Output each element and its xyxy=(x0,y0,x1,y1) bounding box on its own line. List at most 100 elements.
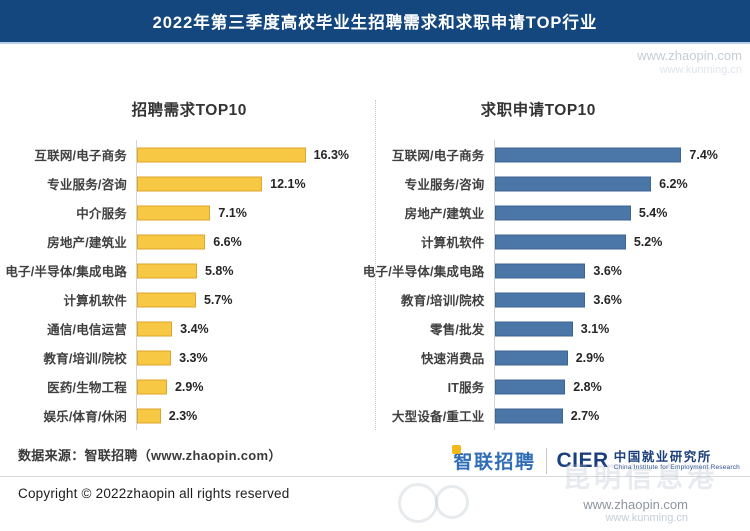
bar-value-label: 5.8% xyxy=(204,263,234,278)
chart-title-left: 招聘需求TOP10 xyxy=(131,102,247,119)
bar-value-label: 3.6% xyxy=(593,263,622,278)
bar-track: 5.8% xyxy=(136,256,318,285)
chart-divider xyxy=(374,100,376,430)
bar-row: 互联网/电子商务 16.3% xyxy=(8,140,371,169)
bar-row: 互联网/电子商务 7.4% xyxy=(380,140,743,169)
bar-value-label: 2.9% xyxy=(575,350,605,365)
bar xyxy=(137,176,263,191)
cier-english-name: China Institute for Employment Research xyxy=(613,463,740,471)
bar-row: 快速消费品 2.9% xyxy=(380,343,743,372)
bar-row: 中介服务 7.1% xyxy=(8,198,371,227)
cier-logo: CIER 中国就业研究所 China Institute for Employm… xyxy=(556,448,741,472)
watermark-top-url-2: www.kunming.cn xyxy=(659,64,742,76)
charts-area: 招聘需求TOP10 互联网/电子商务 16.3% 专业服务/咨询 12.1% 中介服务 7… xyxy=(0,98,750,430)
bar-value-label: 2.7% xyxy=(570,408,600,423)
bar-row: 娱乐/体育/休闲 2.3% xyxy=(8,401,371,430)
bar-rows: 互联网/电子商务 7.4% 专业服务/咨询 6.2% 房地产/建筑业 5.4% 计算机软件 5… xyxy=(362,140,743,430)
zhaopin-logo-text: 智联招聘 xyxy=(453,452,536,473)
bar-row: 电子/半导体/集成电路 3.6% xyxy=(362,256,743,285)
bar xyxy=(137,205,211,220)
bar-category-label: 教育/培训/院校 xyxy=(43,352,127,366)
bar-value-label: 2.3% xyxy=(168,408,198,423)
bar-category-label: 专业服务/咨询 xyxy=(47,178,127,192)
bar-track: 2.8% xyxy=(493,372,692,401)
bar xyxy=(137,292,196,307)
bar-row: 专业服务/咨询 6.2% xyxy=(380,169,743,198)
title-banner: 2022年第三季度高校毕业生招聘需求和求职申请TOP行业 xyxy=(0,0,750,44)
bar xyxy=(137,234,206,249)
cier-abbr-text: CIER xyxy=(556,448,609,472)
bar-row: 教育/培训/院校 3.3% xyxy=(8,343,371,372)
chart-recruitment-demand: 招聘需求TOP10 互联网/电子商务 16.3% 专业服务/咨询 12.1% 中介服务 7… xyxy=(5,98,371,430)
chart-title-right: 求职申请TOP10 xyxy=(480,102,596,119)
bar-category-label: 互联网/电子商务 xyxy=(34,149,127,163)
bar-track: 3.3% xyxy=(136,343,318,372)
bar-track: 3.4% xyxy=(136,314,318,343)
bar-track: 6.2% xyxy=(493,169,692,198)
bar-value-label: 2.9% xyxy=(174,379,204,394)
bar-value-label: 6.6% xyxy=(213,234,242,249)
bar-track: 3.6% xyxy=(493,285,692,314)
bar-track: 16.3% xyxy=(136,140,349,169)
bar-category-label: 电子/半导体/集成电路 xyxy=(362,265,485,279)
bar-row: 房地产/建筑业 5.4% xyxy=(380,198,743,227)
bar-value-label: 7.1% xyxy=(218,205,247,220)
bar-track: 5.2% xyxy=(493,227,692,256)
bar-value-label: 5.4% xyxy=(638,205,668,220)
bar-category-label: 快速消费品 xyxy=(420,352,485,366)
bar-row: 计算机软件 5.2% xyxy=(380,227,743,256)
bar-row: IT服务 2.8% xyxy=(380,372,743,401)
bar-category-label: 电子/半导体/集成电路 xyxy=(5,265,127,279)
bar-category-label: 专业服务/咨询 xyxy=(404,178,485,192)
watermark-top-url: www.zhaopin.com xyxy=(637,48,742,63)
cier-chinese-name: 中国就业研究所 xyxy=(613,449,712,464)
footer-divider xyxy=(0,476,750,477)
bar-value-label: 7.4% xyxy=(689,147,718,162)
bar-row: 电子/半导体/集成电路 5.8% xyxy=(5,256,371,285)
bar-category-label: 零售/批发 xyxy=(430,323,485,337)
bar-value-label: 12.1% xyxy=(270,176,306,191)
bar-row: 大型设备/重工业 2.7% xyxy=(380,401,743,430)
bar-category-label: 通信/电信运营 xyxy=(47,323,127,337)
bar-category-label: 教育/培训/院校 xyxy=(400,294,485,308)
bar-row: 医药/生物工程 2.9% xyxy=(8,372,371,401)
bar-value-label: 3.6% xyxy=(593,292,622,307)
watermark-bottom: 昆明信息港 www.zhaopin.com www.kunming.cn xyxy=(398,463,714,525)
bar-row: 专业服务/咨询 12.1% xyxy=(8,169,371,198)
bar-category-label: 中介服务 xyxy=(76,207,127,221)
zhaopin-logo-accent-icon xyxy=(452,445,462,454)
bar xyxy=(494,408,563,423)
bar-track: 12.1% xyxy=(136,169,318,198)
bar-category-label: 计算机软件 xyxy=(63,294,127,308)
bar xyxy=(494,321,573,336)
bar-track: 5.7% xyxy=(136,285,318,314)
bar-track: 2.3% xyxy=(136,401,318,430)
bar xyxy=(494,176,652,191)
bar-track: 2.9% xyxy=(493,343,692,372)
bar-value-label: 2.8% xyxy=(573,379,602,394)
bar-track: 7.4% xyxy=(493,140,718,169)
bar-row: 房地产/建筑业 6.6% xyxy=(8,227,371,256)
bar-row: 教育/培训/院校 3.6% xyxy=(380,285,743,314)
bar xyxy=(137,408,161,423)
bar xyxy=(137,147,306,162)
bar xyxy=(494,379,566,394)
bar-track: 6.6% xyxy=(136,227,318,256)
watermark-bottom-url-2: www.kunming.cn xyxy=(605,512,688,524)
bar-category-label: 计算机软件 xyxy=(420,236,485,250)
bar-row: 通信/电信运营 3.4% xyxy=(8,314,371,343)
watermark-top: www.zhaopin.com www.kunming.cn xyxy=(637,48,742,78)
bar-value-label: 5.2% xyxy=(633,234,663,249)
data-source-text: 数据来源：智联招聘（www.zhaopin.com） xyxy=(18,448,282,463)
footer-logos: 智联招聘 CIER 中国就业研究所 China Institute for Em… xyxy=(452,445,741,474)
bar-category-label: 大型设备/重工业 xyxy=(391,410,485,424)
bar-category-label: IT服务 xyxy=(447,381,485,395)
bar-rows: 互联网/电子商务 16.3% 专业服务/咨询 12.1% 中介服务 7.1% 房地产/建筑业… xyxy=(5,140,371,430)
bar-track: 2.7% xyxy=(493,401,692,430)
bar xyxy=(137,321,173,336)
page-title: 2022年第三季度高校毕业生招聘需求和求职申请TOP行业 xyxy=(152,14,598,32)
bar-value-label: 3.1% xyxy=(580,321,610,336)
bar xyxy=(494,292,586,307)
bar xyxy=(137,263,197,278)
